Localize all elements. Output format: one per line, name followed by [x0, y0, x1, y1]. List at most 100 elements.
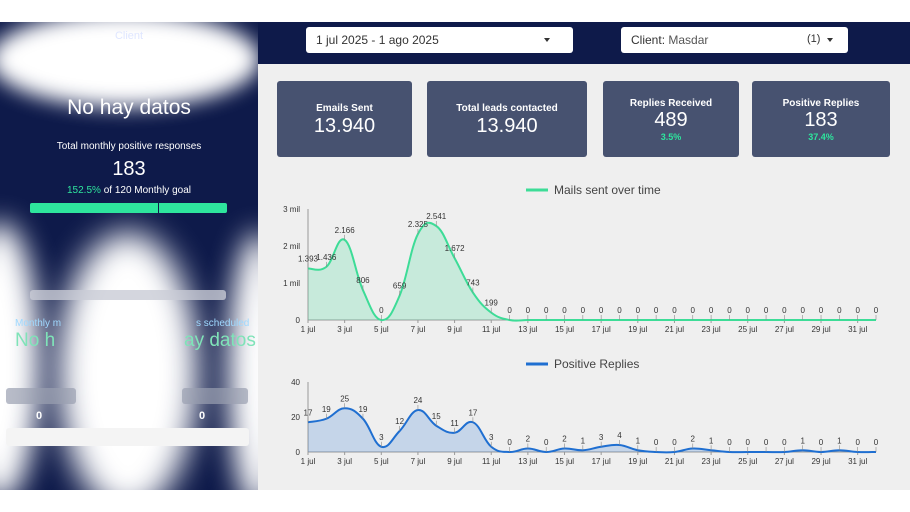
x-tick-label: 13 jul: [518, 457, 537, 466]
series-line: [307, 221, 876, 322]
data-label: 12: [395, 417, 404, 426]
data-label: 0: [599, 306, 604, 315]
monthly-responses-label: Total monthly positive responses: [56, 141, 202, 152]
y-tick-label: 3 mil: [283, 205, 300, 214]
data-label: 0: [691, 306, 696, 315]
x-tick-label: 1 jul: [301, 325, 316, 334]
y-tick-label: 0: [296, 316, 301, 325]
legend-label: Mails sent over time: [554, 183, 661, 197]
x-tick-label: 5 jul: [374, 457, 389, 466]
no-data-message-2-left: No h: [15, 330, 56, 351]
data-label: 17: [304, 408, 313, 417]
goal-text: 152.5% of 120 Monthly goal: [0, 185, 258, 196]
x-tick-label: 11 jul: [482, 325, 501, 334]
sidebar: Client No hay datos Total monthly positi…: [0, 22, 258, 490]
data-label: 0: [617, 306, 622, 315]
kpi-positive-replies: Positive Replies 183 37.4%: [752, 81, 890, 157]
data-label: 1: [636, 436, 641, 445]
zero-value-right: 0: [199, 410, 206, 422]
data-label: 1: [709, 436, 714, 445]
kpi-emails-sent: Emails Sent 13.940: [277, 81, 412, 157]
date-range-value: 1 jul 2025 - 1 ago 2025: [316, 33, 439, 47]
x-tick-label: 27 jul: [775, 457, 794, 466]
data-label: 1: [837, 436, 842, 445]
data-label: 2: [562, 435, 567, 444]
obscured-overlay: [0, 22, 258, 107]
x-tick-label: 21 jul: [665, 325, 684, 334]
kpi-label: Total leads contacted: [456, 103, 558, 114]
client-filter[interactable]: Client: Masdar (1): [621, 27, 848, 53]
kpi-replies-received: Replies Received 489 3.5%: [603, 81, 739, 157]
data-label: 25: [340, 394, 349, 403]
x-tick-label: 23 jul: [702, 325, 721, 334]
goal-percent: 152.5%: [67, 185, 101, 196]
x-tick-label: 17 jul: [592, 325, 611, 334]
mails-sent-chart: Mails sent over time 0 1 mil 2 mil 3 mil 1 ju…: [283, 183, 879, 334]
y-tick-label: 1 mil: [283, 279, 300, 288]
series-line: [307, 407, 877, 454]
data-label: 1.393: [298, 254, 319, 263]
meetings-label-left: Monthly m: [15, 318, 62, 329]
legend-label: Positive Replies: [554, 357, 639, 371]
data-label: 0: [507, 306, 512, 315]
data-label: 0: [819, 306, 824, 315]
data-label: 0: [727, 438, 732, 447]
data-label: 15: [432, 412, 441, 421]
data-label: 3: [379, 433, 384, 442]
data-label: 0: [764, 438, 769, 447]
data-label: 0: [581, 306, 586, 315]
data-label: 0: [727, 306, 732, 315]
data-label: 0: [654, 438, 659, 447]
x-tick-label: 3 jul: [337, 325, 352, 334]
data-label: 0: [855, 306, 860, 315]
y-tick-label: 40: [291, 378, 300, 387]
x-tick-label: 11 jul: [482, 457, 501, 466]
obscured-overlay: [58, 232, 198, 490]
kpi-label: Positive Replies: [782, 98, 860, 109]
data-label: 0: [544, 306, 549, 315]
data-label: 2: [691, 435, 696, 444]
data-label: 0: [672, 438, 677, 447]
data-label: 11: [450, 419, 459, 428]
data-label: 0: [672, 306, 677, 315]
x-tick-label: 31 jul: [848, 457, 867, 466]
x-tick-label: 3 jul: [337, 457, 352, 466]
data-label: 2.166: [335, 226, 356, 235]
x-tick-label: 1 jul: [301, 457, 316, 466]
x-tick-label: 13 jul: [518, 325, 537, 334]
data-label: 2.325: [408, 220, 429, 229]
client-filter-count: (1): [807, 33, 821, 45]
data-label: 0: [562, 306, 567, 315]
data-label: 0: [746, 438, 751, 447]
kpi-label: Replies Received: [629, 98, 713, 109]
data-label: 3: [599, 433, 604, 442]
data-label: 0: [544, 438, 549, 447]
data-label: 0: [507, 438, 512, 447]
y-tick-label: 2 mil: [283, 242, 300, 251]
meetings-label-right: s scheduled: [196, 318, 250, 329]
zero-value-left: 0: [36, 410, 43, 422]
x-tick-label: 7 jul: [411, 457, 426, 466]
x-tick-label: 19 jul: [628, 457, 647, 466]
x-tick-label: 17 jul: [592, 457, 611, 466]
goal-progress-bar: [30, 203, 227, 213]
obscured-bottom-bar: [6, 428, 249, 446]
data-label: 0: [782, 438, 787, 447]
data-label: 0: [636, 306, 641, 315]
y-tick-label: 20: [291, 413, 300, 422]
obscured-overlay: [0, 222, 40, 490]
kpi-value: 489: [654, 109, 688, 131]
obscured-overlay: [228, 232, 258, 490]
date-range-picker[interactable]: 1 jul 2025 - 1 ago 2025: [306, 27, 573, 53]
x-tick-label: 27 jul: [775, 325, 794, 334]
obscured-pill: [30, 290, 226, 300]
x-tick-label: 25 jul: [738, 457, 757, 466]
kpi-value: 13.940: [476, 115, 538, 137]
no-data-message: No hay datos: [67, 96, 191, 119]
x-tick-label: 7 jul: [411, 325, 426, 334]
client-filter-sep: :: [661, 33, 669, 47]
kpi-label: Emails Sent: [316, 103, 373, 114]
x-tick-label: 29 jul: [811, 325, 830, 334]
